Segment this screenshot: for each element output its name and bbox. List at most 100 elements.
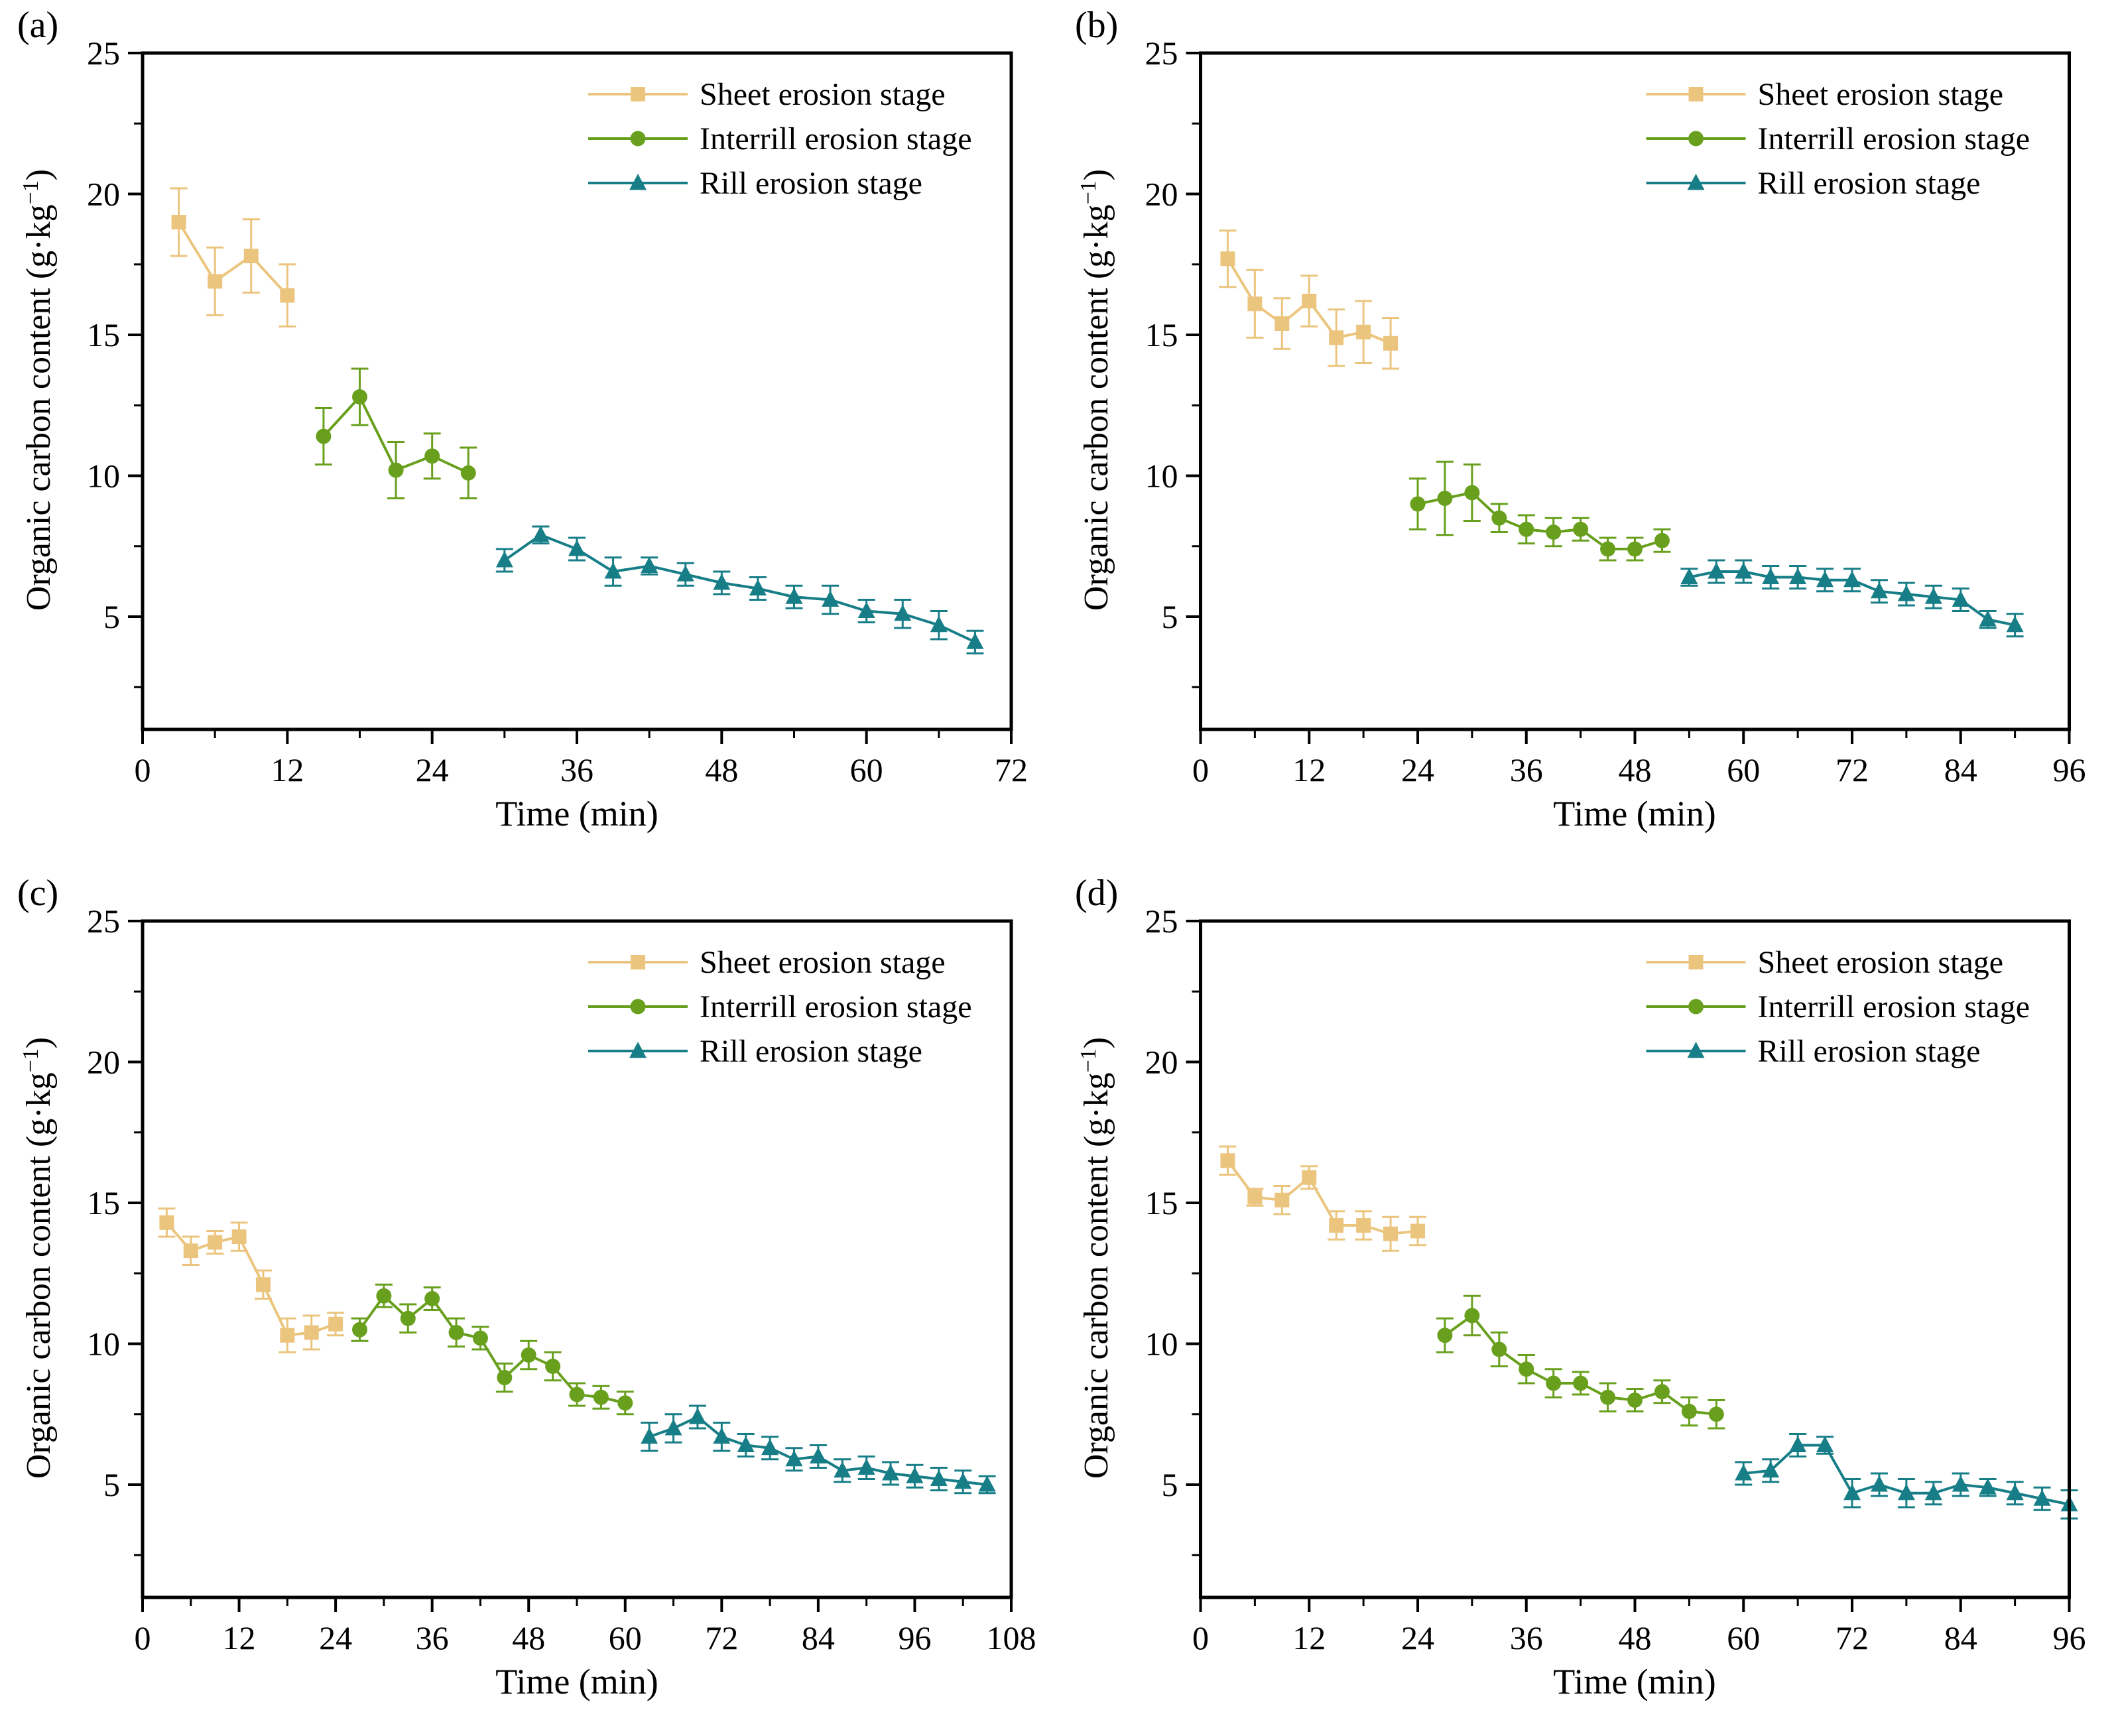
y-axis: 5 10 15 20 25	[1145, 902, 1201, 1556]
data-point-marker	[159, 1215, 174, 1230]
series-sheet	[1219, 229, 1400, 370]
data-point-marker	[593, 1389, 609, 1405]
legend-marker	[630, 131, 646, 147]
data-point-marker	[1356, 324, 1371, 340]
legend-item: Rill erosion stage	[1646, 1034, 1980, 1069]
data-point-marker	[1519, 521, 1534, 537]
x-axis: 0 12 24 36 48 60 72 84 96	[1192, 1597, 2086, 1656]
y-tick-label: 15	[1145, 1184, 1178, 1221]
data-point-marker	[388, 462, 404, 478]
data-point-marker	[1979, 1478, 1997, 1495]
legend-marker	[630, 999, 646, 1015]
y-axis-title-superscript: −1	[18, 180, 43, 205]
data-point-marker	[1680, 568, 1698, 584]
data-point-marker	[424, 1291, 440, 1306]
data-point-marker	[676, 565, 694, 582]
data-point-marker	[545, 1359, 561, 1374]
x-tick-label: 36	[560, 751, 593, 788]
legend-item: Interrill erosion stage	[588, 989, 972, 1024]
x-tick-label: 12	[271, 751, 304, 788]
x-axis-title: Time (min)	[495, 794, 658, 834]
x-tick-label: 72	[1836, 1619, 1869, 1656]
data-point-marker	[1275, 316, 1290, 331]
series-interrill	[1436, 1294, 1725, 1430]
series-interrill	[1409, 460, 1671, 562]
y-tick-label: 10	[1145, 1326, 1178, 1363]
y-axis-title-text: Organic carbon content (g·kg	[1078, 204, 1116, 611]
data-point-marker	[1789, 1436, 1807, 1452]
x-tick-label: 84	[1944, 751, 1977, 788]
legend-item: Interrill erosion stage	[1646, 989, 2030, 1024]
legend-item: Rill erosion stage	[1646, 166, 1980, 201]
legend-label: Rill erosion stage	[700, 1034, 922, 1069]
data-point-marker	[532, 525, 550, 542]
legend-label: Rill erosion stage	[700, 166, 922, 201]
legend-marker	[1688, 131, 1704, 147]
x-tick-label: 96	[2053, 1619, 2086, 1656]
data-point-marker	[1302, 294, 1317, 308]
data-point-marker	[1735, 1464, 1753, 1481]
y-axis-title-superscript: −1	[1076, 180, 1101, 205]
x-axis: 0 12 24 36 48 60 72	[135, 729, 1028, 788]
data-point-marker	[1491, 1341, 1507, 1357]
y-tick-label: 15	[1145, 316, 1178, 353]
y-axis: 5 10 15 20 25	[87, 902, 143, 1556]
legend-marker	[1688, 87, 1704, 101]
data-point-marker	[352, 389, 367, 404]
y-axis: 5 10 15 20 25	[87, 34, 143, 688]
data-point-marker	[1952, 1475, 1969, 1492]
data-point-marker	[1979, 610, 1997, 627]
panel-d: (d) Organic carbon content (g·kg−1) 0 12 2…	[1058, 868, 2116, 1736]
data-point-marker	[641, 556, 658, 573]
panel-c: (c) Organic carbon content (g·kg−1) 0 12 2…	[0, 868, 1058, 1736]
y-tick-label: 15	[87, 316, 120, 353]
legend-marker	[1687, 174, 1705, 190]
data-point-marker	[604, 562, 622, 579]
data-point-marker	[809, 1447, 827, 1463]
y-tick-label: 10	[87, 458, 120, 495]
panel-a: (a) Organic carbon content (g·kg−1) 0 12 2…	[0, 0, 1058, 868]
data-point-marker	[1220, 1153, 1235, 1168]
legend-label: Interrill erosion stage	[700, 989, 972, 1024]
data-point-marker	[1410, 1223, 1425, 1239]
legend: Sheet erosion stage Interrill erosion sta…	[588, 945, 972, 1069]
y-tick-label: 5	[103, 598, 120, 635]
data-point-marker	[1437, 1328, 1453, 1343]
data-point-marker	[328, 1316, 343, 1332]
data-point-marker	[2033, 1489, 2051, 1506]
series-line	[177, 221, 288, 296]
legend-item: Rill erosion stage	[588, 166, 922, 201]
legend-label: Interrill erosion stage	[700, 121, 972, 156]
x-tick-label: 60	[1727, 751, 1760, 788]
panel-d-chart: 0 12 24 36 48 60 72 84 96 5 10 15 20 25 Sheet erosion …	[1145, 902, 2086, 1656]
x-tick-label: 36	[1510, 751, 1543, 788]
data-point-marker	[1708, 1406, 1724, 1422]
x-tick-label: 24	[1401, 1619, 1434, 1656]
data-point-marker	[304, 1325, 319, 1340]
y-tick-label: 5	[103, 1466, 120, 1503]
plot-frame	[141, 919, 1013, 1599]
data-point-marker	[822, 590, 840, 607]
data-point-marker	[521, 1347, 536, 1363]
series-interrill	[351, 1283, 634, 1416]
x-tick-label: 72	[995, 751, 1028, 788]
data-point-marker	[1275, 1192, 1290, 1208]
data-point-marker	[1870, 1475, 1888, 1492]
x-tick-label: 12	[223, 1619, 256, 1656]
data-point-marker	[1437, 491, 1453, 506]
x-tick-label: 96	[898, 1619, 931, 1656]
y-axis-title-close: )	[20, 168, 58, 181]
data-point-marker	[1897, 585, 1915, 601]
series-rill	[641, 1404, 996, 1495]
data-point-marker	[1329, 1218, 1344, 1233]
x-axis: 0 12 24 36 48 60 72 84 96 108	[135, 1597, 1036, 1656]
plot-frame	[1199, 919, 2071, 1599]
data-point-marker	[448, 1325, 464, 1340]
data-point-marker	[930, 1469, 948, 1486]
data-point-marker	[1952, 590, 1969, 607]
data-point-marker	[1708, 562, 1725, 579]
y-tick-label: 10	[87, 1326, 120, 1363]
x-axis-title: Time (min)	[1553, 794, 1716, 834]
data-point-marker	[954, 1472, 972, 1489]
series-line	[1417, 491, 1663, 550]
